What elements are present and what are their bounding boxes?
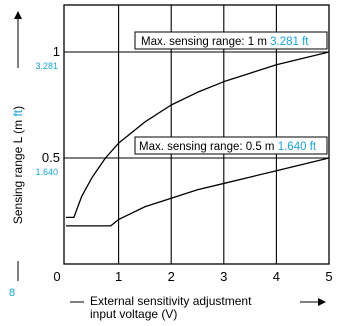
y-tick-label-1: 1 <box>53 44 60 59</box>
series-box-1m: Max. sensing range: 1 m 3.281 ft <box>134 31 328 50</box>
svg-text:Max. sensing range: 1 m 3.281: Max. sensing range: 1 m 3.281 ft <box>141 36 309 48</box>
series-box-0-5m-ft: 1.640 ft <box>278 141 317 153</box>
series-box-1m-ft: 3.281 ft <box>270 36 309 48</box>
series-curves <box>66 51 330 227</box>
y-axis-label-main: Sensing range L (m <box>11 117 25 225</box>
series-box-0-5m-frame <box>134 136 328 155</box>
series-box-1m-prefix: Max. sensing range: 1 m <box>141 36 270 48</box>
y-tick-labels: 0.5 1.640 1 3.281 <box>35 44 60 177</box>
y-axis-label-ft: ft <box>11 109 25 116</box>
y-tick-label-0.5: 0.5 <box>42 150 60 165</box>
y-tick-label-ft-1.640: 1.640 <box>35 167 58 177</box>
x-tick-label-0: 0 <box>53 269 60 284</box>
svg-text:Max. sensing range: 0.5 m 1.64: Max. sensing range: 0.5 m 1.640 ft <box>139 141 317 153</box>
series-box-0-5m: Max. sensing range: 0.5 m 1.640 ft <box>134 136 328 155</box>
y-axis-label: Sensing range L (m ft) <box>11 11 25 281</box>
plot-frame <box>63 4 330 265</box>
svg-text:Sensing range L (m ft): Sensing range L (m ft) <box>11 106 25 224</box>
series-line-1 <box>66 51 330 219</box>
series-line-2 <box>66 157 330 227</box>
x-tick-label-5: 5 <box>325 269 332 284</box>
series-box-0-5m-prefix: Max. sensing range: 0.5 m <box>139 141 278 153</box>
corner-note: 8 <box>9 287 15 299</box>
x-tick-label-3: 3 <box>220 269 227 284</box>
x-tick-label-1: 1 <box>115 269 122 284</box>
x-axis-label-line2: input voltage (V) <box>90 307 177 321</box>
y-tick-label-ft-3.281: 3.281 <box>35 61 58 71</box>
x-tick-label-4: 4 <box>273 269 280 284</box>
y-axis-label-close: ) <box>11 106 25 110</box>
x-tick-labels: 0 1 2 3 4 5 <box>53 269 332 284</box>
x-axis-label-line1: External sensitivity adjustment <box>90 294 252 308</box>
series-box-1m-frame <box>134 31 328 50</box>
x-tick-label-2: 2 <box>168 269 175 284</box>
